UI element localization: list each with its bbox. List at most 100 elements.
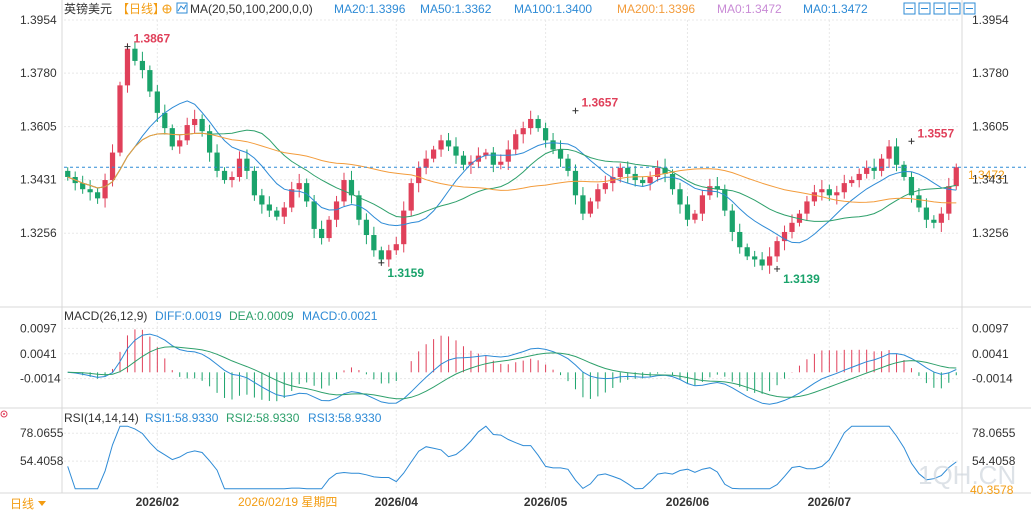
ma-toggle-icon[interactable] (176, 2, 188, 14)
next-icon[interactable] (963, 2, 976, 15)
candle[interactable] (595, 183, 601, 209)
candle[interactable] (438, 134, 444, 157)
candle[interactable] (393, 236, 399, 255)
candle[interactable] (856, 168, 862, 188)
candle[interactable] (326, 216, 332, 242)
candle[interactable] (692, 209, 698, 224)
candle[interactable] (841, 174, 847, 199)
candle[interactable] (602, 175, 608, 194)
candle[interactable] (244, 149, 250, 180)
candle[interactable] (796, 209, 803, 227)
candle[interactable] (139, 51, 146, 79)
candle[interactable] (87, 180, 93, 201)
candle[interactable] (587, 197, 594, 218)
compress-icon[interactable] (918, 2, 931, 15)
candle[interactable] (654, 160, 661, 182)
candle[interactable] (274, 206, 280, 221)
candle[interactable] (714, 176, 720, 198)
restore-icon[interactable] (948, 2, 961, 15)
period-label[interactable]: 【日线】 (117, 2, 165, 16)
candle[interactable] (557, 140, 564, 167)
candle[interactable] (774, 236, 780, 262)
candle[interactable] (192, 109, 198, 134)
candle[interactable] (759, 252, 765, 271)
candle[interactable] (640, 176, 646, 187)
candle[interactable] (251, 166, 258, 201)
candle[interactable] (737, 223, 743, 254)
dropdown-icon[interactable] (38, 501, 46, 506)
candle[interactable] (886, 140, 892, 168)
candle[interactable] (520, 121, 526, 144)
candle[interactable] (124, 43, 131, 93)
candle[interactable] (804, 195, 810, 221)
candle[interactable] (729, 204, 735, 242)
candle[interactable] (632, 165, 638, 187)
candle[interactable] (766, 247, 773, 274)
candle[interactable] (468, 155, 474, 174)
candle[interactable] (311, 195, 317, 239)
candle[interactable] (304, 178, 310, 207)
candle[interactable] (744, 243, 750, 261)
candle[interactable] (333, 195, 340, 228)
maximize-icon[interactable] (933, 2, 946, 15)
candle[interactable] (236, 151, 243, 182)
candle[interactable] (109, 144, 116, 187)
candle[interactable] (789, 214, 795, 239)
candle[interactable] (177, 134, 183, 154)
candle[interactable] (498, 154, 504, 170)
candle[interactable] (65, 167, 71, 181)
candle[interactable] (408, 178, 414, 217)
candle[interactable] (647, 171, 653, 191)
candle[interactable] (878, 154, 885, 177)
candle[interactable] (684, 196, 691, 227)
candle[interactable] (565, 154, 571, 177)
candle[interactable] (528, 110, 534, 135)
candle[interactable] (699, 189, 706, 221)
candle[interactable] (169, 124, 175, 151)
settings-icon[interactable] (162, 4, 172, 14)
candle[interactable] (132, 41, 138, 66)
candle[interactable] (214, 144, 220, 178)
candle[interactable] (752, 250, 758, 267)
candle[interactable] (781, 225, 788, 251)
candle[interactable] (513, 129, 519, 155)
candle[interactable] (206, 124, 213, 162)
candle[interactable] (266, 196, 272, 218)
candle[interactable] (184, 117, 190, 145)
candle[interactable] (117, 81, 123, 157)
candle[interactable] (102, 173, 108, 208)
candle[interactable] (281, 202, 287, 225)
candle[interactable] (341, 172, 347, 207)
candle[interactable] (580, 187, 586, 221)
candle[interactable] (871, 158, 877, 180)
candle[interactable] (401, 201, 407, 253)
expand-icon[interactable] (903, 2, 916, 15)
candle[interactable] (864, 160, 870, 179)
candle[interactable] (901, 161, 907, 181)
candle[interactable] (363, 213, 370, 245)
candle[interactable] (296, 173, 302, 198)
candle[interactable] (617, 163, 623, 183)
candle[interactable] (908, 171, 915, 203)
candle[interactable] (938, 207, 944, 232)
candle[interactable] (625, 161, 631, 184)
rsi-pane[interactable] (67, 425, 957, 490)
candle[interactable] (923, 198, 930, 228)
candle[interactable] (430, 145, 437, 163)
candle[interactable] (483, 148, 489, 160)
candle[interactable] (94, 187, 101, 204)
candle[interactable] (535, 115, 541, 132)
candle[interactable] (259, 188, 265, 214)
candle[interactable] (572, 164, 579, 205)
candle[interactable] (662, 158, 668, 183)
candle[interactable] (453, 137, 459, 164)
candle[interactable] (707, 178, 713, 200)
candle[interactable] (669, 169, 676, 195)
candle[interactable] (490, 147, 496, 173)
candle[interactable] (348, 170, 355, 204)
candle[interactable] (356, 190, 362, 226)
candle[interactable] (147, 65, 153, 97)
macd-pane[interactable] (67, 329, 957, 405)
candle[interactable] (423, 150, 429, 175)
candle[interactable] (80, 175, 86, 194)
